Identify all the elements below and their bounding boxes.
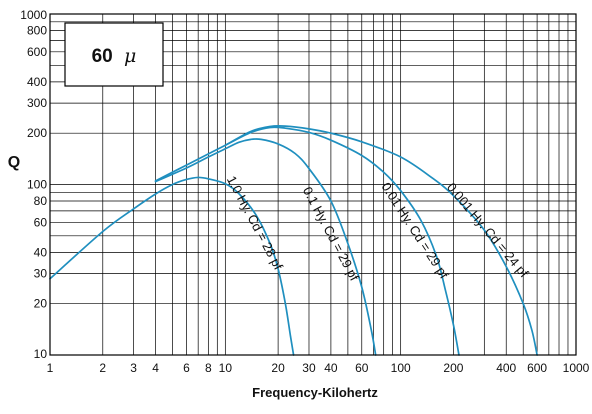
x-tick-label: 8	[205, 361, 212, 375]
x-tick-label: 6	[183, 361, 190, 375]
y-tick-label: 400	[27, 75, 47, 89]
x-tick-label: 40	[324, 361, 338, 375]
tick-label-layer: 1 2 3 4 6 8 10 20 30 40 60 100 200 400 600 1000 10 20 30 40…	[20, 8, 589, 375]
curve-label-layer: 1.0 Hy. Cd = 28 pf 0.1 Hy. Cd = 29 pf 0.01…	[224, 173, 532, 283]
series-line-2	[154, 138, 377, 356]
curve-label-4: 0.001 Hy. Cd = 24 pf	[444, 180, 532, 281]
x-tick-label: 200	[443, 361, 463, 375]
x-tick-label: 100	[391, 361, 411, 375]
y-tick-label: 300	[27, 96, 47, 110]
y-tick-label: 1000	[20, 8, 47, 22]
svg-text:60 μ: 60 μ	[92, 45, 137, 67]
x-tick-label: 1000	[563, 361, 590, 375]
x-tick-label: 4	[152, 361, 159, 375]
y-tick-label: 100	[27, 178, 47, 192]
y-tick-label: 40	[34, 245, 48, 259]
y-tick-label: 10	[34, 347, 48, 361]
x-tick-label: 1	[47, 361, 54, 375]
curve-layer	[49, 124, 538, 356]
x-tick-label: 30	[302, 361, 316, 375]
title-box: 60 μ	[64, 22, 164, 87]
title-box-value: 60	[92, 46, 113, 67]
curve-label-1: 1.0 Hy. Cd = 28 pf	[224, 173, 286, 272]
x-tick-label: 2	[99, 361, 106, 375]
x-tick-label: 60	[355, 361, 369, 375]
x-tick-label: 20	[271, 361, 285, 375]
title-box-frame	[64, 22, 164, 87]
curve-label-3: 0.01 Hy. Cd = 29 pf	[378, 180, 451, 282]
y-tick-label: 800	[27, 24, 47, 38]
plot-frame	[49, 13, 577, 356]
x-axis-label: Frequency-Kilohertz	[252, 385, 378, 400]
y-tick-label: 80	[34, 194, 48, 208]
y-tick-label: 200	[27, 126, 47, 140]
y-tick-label: 30	[34, 267, 48, 281]
series-line-1	[49, 176, 295, 356]
x-tick-label: 3	[130, 361, 137, 375]
x-tick-label: 600	[527, 361, 547, 375]
x-tick-label: 10	[219, 361, 233, 375]
y-tick-label: 600	[27, 45, 47, 59]
x-tick-label: 400	[496, 361, 516, 375]
title-box-symbol: μ	[124, 45, 136, 67]
y-tick-label: 60	[34, 215, 48, 229]
series-line-4	[224, 124, 538, 356]
y-axis-label: Q	[8, 154, 20, 171]
y-tick-label: 20	[34, 297, 48, 311]
